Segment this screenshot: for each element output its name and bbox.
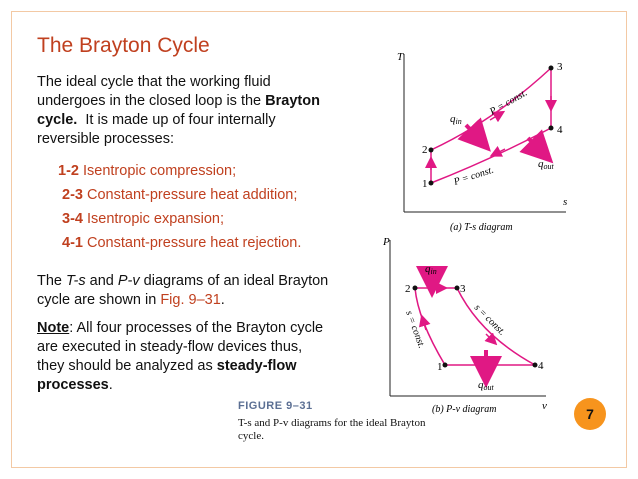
slide-title: The Brayton Cycle: [37, 34, 210, 57]
process-item-4-1: 4-1 Constant-pressure heat rejection.: [62, 235, 302, 251]
ts-qout-label: qout: [538, 158, 555, 171]
ts-point-2: [428, 147, 434, 153]
ts-point-4: [548, 125, 554, 131]
pv-point-label-4: 4: [538, 360, 544, 372]
ts-axis-y-label: T: [397, 51, 404, 63]
pv-qout-label: qout: [478, 379, 495, 392]
figure-caption: T-s and P-v diagrams for the ideal Brayt…: [238, 417, 426, 442]
ts-arrow-2-3: [489, 110, 506, 123]
pv-axis-y-label: P: [382, 236, 390, 248]
process-item-1-2: 1-2 Isentropic compression;: [58, 163, 237, 179]
page-number-badge: 7: [574, 398, 606, 430]
note-line-4: processes.: [37, 377, 113, 393]
pv-diagram: P v 1 2 3 4 qin qout s = const. s = cons…: [382, 236, 547, 415]
process-item-3-4: 3-4 Isentropic expansion;: [62, 211, 225, 227]
ts-point-label-4: 4: [557, 124, 563, 136]
ts-pconst-bottom-label: P = const.: [452, 165, 496, 189]
figure-reference-link[interactable]: Fig. 9–31: [160, 292, 221, 308]
note-line-3: they should be analyzed as steady-flow: [37, 358, 297, 374]
figure-label: FIGURE 9–31: [238, 400, 313, 412]
process-item-2-3: 2-3 Constant-pressure heat addition;: [62, 187, 298, 203]
intro-line-4: reversible processes:: [37, 131, 174, 147]
ts-axis-x-label: s: [563, 196, 567, 208]
pv-qin-label: qin: [425, 263, 437, 276]
pv-caption: (b) P-v diagram: [432, 404, 496, 415]
pv-point-2: [412, 285, 418, 291]
intro-line-1: The ideal cycle that the working fluid: [37, 74, 271, 90]
ts-arrow-4-1: [489, 145, 506, 157]
pv-point-label-2: 2: [405, 283, 411, 295]
process-list: 1-2 Isentropic compression; 2-3 Constant…: [56, 160, 301, 256]
ts-point-label-3: 3: [557, 61, 563, 73]
note-line-1: Note: All four processes of the Brayton …: [37, 320, 324, 336]
pv-point-label-1: 1: [437, 361, 443, 373]
ts-point-label-1: 1: [422, 178, 428, 190]
note-label: Note: [37, 320, 70, 336]
ts-pconst-top-label: P = const.: [487, 87, 529, 118]
slide-frame: [11, 11, 627, 468]
ts-diagram: T s 1 2 3 4 qin qout P = const. P = cons…: [397, 51, 567, 233]
ts-qin-label: qin: [450, 113, 462, 126]
pv-axis-x-label: v: [542, 400, 547, 412]
ts-qin-arrow: [457, 117, 491, 152]
intro-line-3: cycle. It is made up of four internally: [37, 112, 276, 128]
diagram-paragraph: The T-s and P-v diagrams of an ideal Bra…: [37, 272, 328, 310]
ts-caption: (a) T-s diagram: [450, 222, 513, 233]
pv-point-1: [442, 362, 448, 368]
note-paragraph: Note: All four processes of the Brayton …: [37, 319, 323, 395]
ts-point-1: [428, 180, 434, 186]
diagram-line-2: cycle are shown in Fig. 9–31.: [37, 292, 225, 308]
pv-point-4: [532, 362, 538, 368]
ts-point-3: [548, 65, 554, 71]
pv-arrow-1-2: [418, 314, 431, 331]
note-line-2: are executed in steady-flow devices thus…: [37, 339, 303, 355]
ts-qout-arrow: [519, 129, 554, 164]
diagram-line-1: The T-s and P-v diagrams of an ideal Bra…: [37, 273, 329, 289]
ts-point-label-2: 2: [422, 144, 428, 156]
pv-point-label-3: 3: [460, 283, 466, 295]
pv-point-3: [454, 285, 460, 291]
intro-line-2: undergoes in the closed loop is the Bray…: [37, 93, 320, 109]
pv-arrow-3-4: [484, 332, 498, 346]
intro-paragraph: The ideal cycle that the working fluid u…: [37, 73, 320, 149]
pv-sconst-left-label: s = const.: [403, 309, 427, 350]
pv-process-3-4: [456, 287, 536, 366]
